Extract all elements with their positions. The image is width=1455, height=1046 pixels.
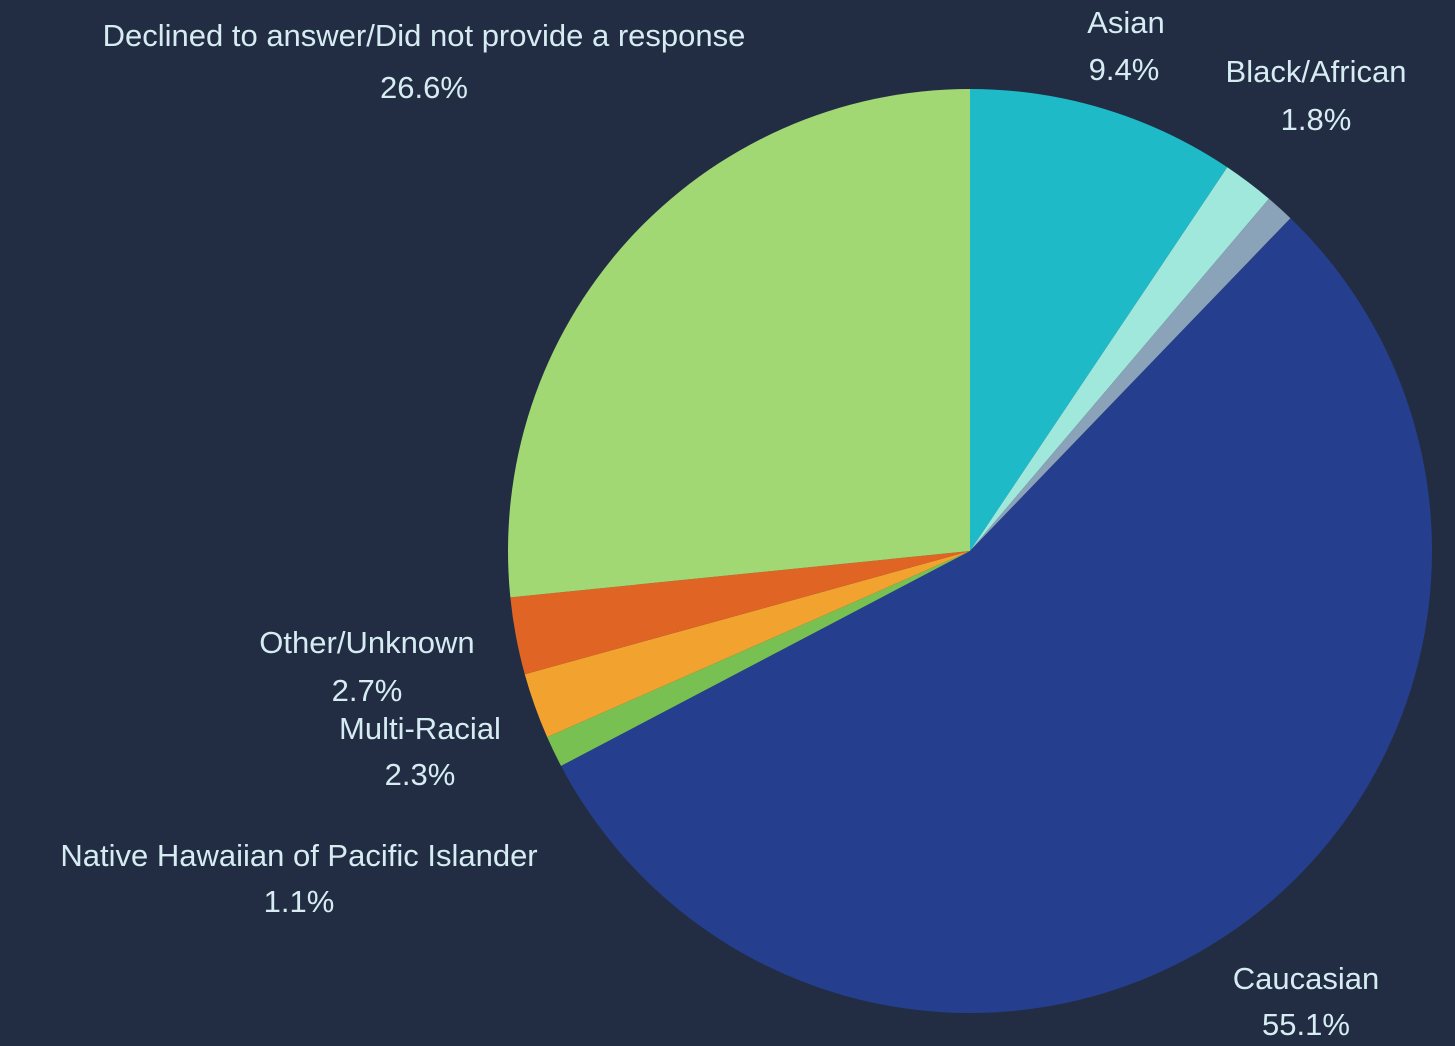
slice-label-asian: Asian [1087,5,1165,40]
pie-slice-asian [970,89,1228,551]
pie-slice-other-unknown [510,551,970,675]
pie-slice-black-african [970,167,1269,551]
pie-slice-declined-to-answer-did-not-pro [508,89,970,598]
pie-slice-native-hawaiian-of-pacific-isl [547,551,970,766]
pie-slice-caucasian [561,218,1432,1014]
slice-value-multi-racial: 2.3% [385,757,456,792]
labels-layer: Asian 9.4% Black/African 1.8% Caucasian … [60,5,1407,1042]
slice-value-declined: 26.6% [380,70,468,105]
slice-label-black-african: Black/African [1226,54,1407,89]
slice-value-black-african: 1.8% [1281,102,1352,137]
slice-label-other-unknown: Other/Unknown [259,625,474,660]
pie-slice-unlabeled-2 [970,198,1291,551]
slice-value-asian: 9.4% [1089,52,1160,87]
pie-slice-multi-racial [524,551,970,738]
slice-value-caucasian: 55.1% [1262,1007,1350,1041]
slice-value-other-unknown: 2.7% [332,673,403,708]
slice-label-declined: Declined to answer/Did not provide a res… [103,18,746,53]
slice-label-native-hawaiian: Native Hawaiian of Pacific Islander [60,838,537,873]
slice-label-caucasian: Caucasian [1233,961,1379,996]
slices-layer [508,89,1432,1014]
slice-label-multi-racial: Multi-Racial [339,711,501,746]
slice-value-native-hawaiian: 1.1% [264,884,335,919]
